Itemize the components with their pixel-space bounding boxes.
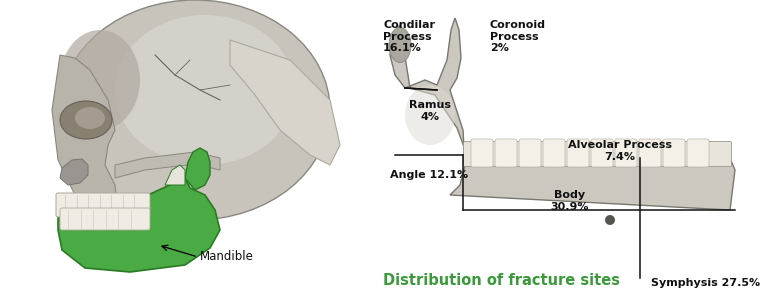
- Text: Condilar
Process
16.1%: Condilar Process 16.1%: [383, 20, 435, 53]
- Polygon shape: [390, 18, 735, 210]
- FancyBboxPatch shape: [687, 139, 709, 167]
- Ellipse shape: [60, 101, 112, 139]
- FancyBboxPatch shape: [615, 139, 637, 167]
- Polygon shape: [115, 152, 220, 178]
- Text: Distribution of fracture sites: Distribution of fracture sites: [383, 273, 620, 288]
- Ellipse shape: [115, 15, 295, 165]
- FancyBboxPatch shape: [60, 208, 150, 230]
- FancyBboxPatch shape: [663, 139, 685, 167]
- Text: Symphysis 27.5%: Symphysis 27.5%: [651, 278, 760, 288]
- FancyBboxPatch shape: [519, 139, 541, 167]
- Circle shape: [605, 215, 615, 225]
- Ellipse shape: [405, 85, 455, 145]
- FancyBboxPatch shape: [591, 139, 613, 167]
- Polygon shape: [185, 148, 210, 190]
- Ellipse shape: [389, 27, 411, 63]
- Text: Mandible: Mandible: [200, 250, 254, 264]
- Polygon shape: [52, 55, 118, 228]
- FancyBboxPatch shape: [567, 139, 589, 167]
- FancyBboxPatch shape: [56, 193, 150, 217]
- FancyBboxPatch shape: [543, 139, 565, 167]
- Ellipse shape: [60, 0, 330, 220]
- FancyBboxPatch shape: [639, 139, 661, 167]
- Text: Angle 12.1%: Angle 12.1%: [390, 170, 468, 180]
- FancyBboxPatch shape: [471, 139, 493, 167]
- Polygon shape: [60, 159, 88, 185]
- Text: Body
30.9%: Body 30.9%: [551, 190, 589, 212]
- Polygon shape: [58, 178, 220, 272]
- Text: Alveolar Process
7.4%: Alveolar Process 7.4%: [568, 140, 672, 162]
- Polygon shape: [230, 40, 340, 165]
- FancyBboxPatch shape: [495, 139, 517, 167]
- FancyBboxPatch shape: [463, 142, 732, 166]
- Ellipse shape: [60, 30, 140, 130]
- Ellipse shape: [75, 107, 105, 129]
- Text: Coronoid
Process
2%: Coronoid Process 2%: [490, 20, 546, 53]
- Polygon shape: [165, 165, 185, 185]
- Text: Ramus
4%: Ramus 4%: [409, 100, 451, 122]
